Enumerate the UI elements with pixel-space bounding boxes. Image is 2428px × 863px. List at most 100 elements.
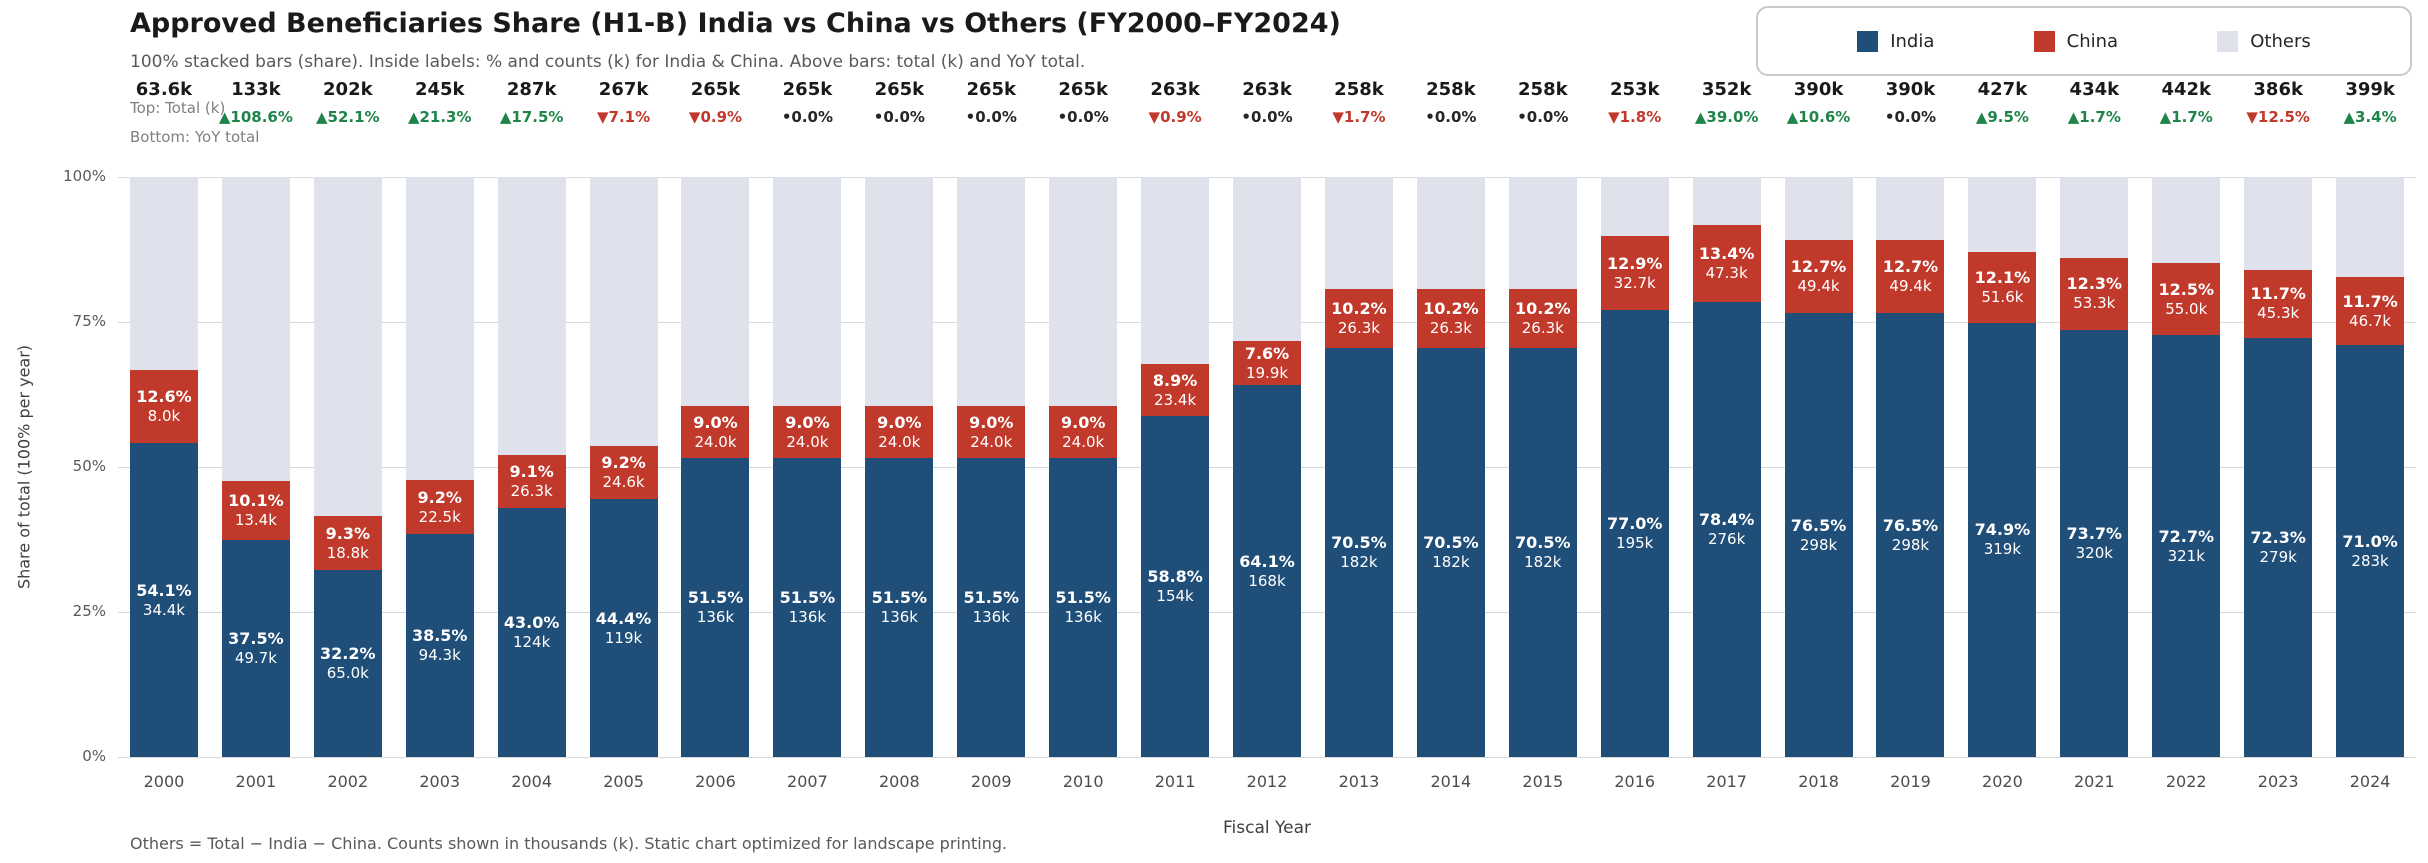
stacked-bar: 7.6% 19.9k 64.1% 168k <box>1233 177 1302 757</box>
india-pct-label: 64.1% <box>1239 551 1295 571</box>
india-segment: 71.0% 283k <box>2336 345 2405 757</box>
china-count-label: 46.7k <box>2349 311 2392 330</box>
x-tick-label: 2014 <box>1430 772 1472 791</box>
others-segment <box>313 177 382 517</box>
india-pct-label: 76.5% <box>1882 515 1939 535</box>
india-pct-label: 51.5% <box>779 588 836 608</box>
others-segment <box>2244 177 2313 270</box>
stacked-bar: 10.2% 26.3k 70.5% 182k <box>1416 177 1485 757</box>
china-pct-label: 12.9% <box>1606 253 1663 273</box>
india-segment: 51.5% 136k <box>957 458 1026 757</box>
total-label: 386k <box>2253 79 2303 100</box>
bar-column-2000: 63.6k 12.6% 8.0k 54.1% 34.4k 2000 <box>118 76 210 791</box>
india-count-label: 49.7k <box>234 648 277 667</box>
stacked-bar: 12.3% 53.3k 73.7% 320k <box>2060 177 2129 757</box>
china-pct-label: 10.2% <box>1515 299 1571 319</box>
china-count-label: 22.5k <box>418 507 461 526</box>
others-segment <box>1876 177 1945 240</box>
chart-subtitle: 100% stacked bars (share). Inside labels… <box>130 52 1086 72</box>
india-count-label: 279k <box>2259 547 2297 566</box>
china-segment: 13.4% 47.3k <box>1692 224 1761 303</box>
china-count-label: 32.7k <box>1613 273 1656 292</box>
india-count-label: 298k <box>1891 535 1930 554</box>
china-count-label: 49.4k <box>1889 276 1932 295</box>
stacked-bar: 13.4% 47.3k 78.4% 276k <box>1692 177 1761 757</box>
china-segment: 8.9% 23.4k <box>1141 364 1210 416</box>
x-tick-label: 2008 <box>878 772 920 791</box>
others-segment <box>1324 177 1393 289</box>
india-pct-label: 72.7% <box>2158 526 2214 546</box>
stacked-bar: 12.1% 51.6k 74.9% 319k <box>1968 177 2037 757</box>
india-count-label: 65.0k <box>326 664 369 683</box>
india-segment: 78.4% 276k <box>1692 302 1761 757</box>
legend-item-india: India <box>1857 30 1935 52</box>
china-count-label: 45.3k <box>2257 304 2300 323</box>
india-pct-label: 74.9% <box>1974 520 2031 540</box>
x-tick-label: 2023 <box>2257 772 2299 791</box>
india-count-label: 182k <box>1432 553 1470 572</box>
others-segment <box>589 177 658 447</box>
yoy-label: ▲21.3% <box>407 107 472 126</box>
china-segment: 9.0% 24.0k <box>865 406 934 459</box>
x-tick-label: 2021 <box>2073 772 2115 791</box>
y-tick-label: 100% <box>63 167 106 185</box>
total-label: 265k <box>690 79 741 100</box>
india-segment: 54.1% 34.4k <box>129 443 198 757</box>
india-pct-label: 37.5% <box>228 628 284 648</box>
x-tick-label: 2012 <box>1246 772 1288 791</box>
india-pct-label: 54.1% <box>136 580 192 600</box>
india-segment: 70.5% 182k <box>1508 348 1577 757</box>
india-segment: 73.7% 320k <box>2060 329 2129 757</box>
bar-column-2020: 427k ▲9.5% 12.1% 51.6k 74.9% 319k 2020 <box>1956 76 2048 791</box>
yoy-label: ▼1.7% <box>1332 107 1386 126</box>
china-count-label: 26.3k <box>1337 319 1380 338</box>
india-pct-label: 58.8% <box>1147 566 1203 586</box>
x-tick-label: 2022 <box>2165 772 2207 791</box>
china-pct-label: 12.1% <box>1974 268 2031 287</box>
others-segment <box>957 177 1026 407</box>
x-tick-label: 2004 <box>511 772 552 791</box>
total-label: 258k <box>1518 79 1568 100</box>
x-tick-label: 2003 <box>419 772 461 791</box>
others-segment <box>2152 177 2221 263</box>
china-count-label: 24.6k <box>602 473 645 492</box>
china-segment: 7.6% 19.9k <box>1233 341 1302 386</box>
china-segment: 9.2% 22.5k <box>405 480 474 534</box>
x-tick-label: 2024 <box>2349 772 2391 791</box>
china-count-label: 18.8k <box>326 543 369 562</box>
india-count-label: 136k <box>972 608 1010 627</box>
india-segment: 44.4% 119k <box>589 499 658 757</box>
yoy-label: •0.0% <box>781 107 834 126</box>
annotation-note-top: Top: Total (k) <box>130 99 226 117</box>
china-pct-label: 9.0% <box>785 412 830 432</box>
india-pct-label: 51.5% <box>1055 588 1111 608</box>
others-segment <box>1600 177 1669 236</box>
others-segment <box>1049 177 1118 407</box>
bar-column-2013: 258k ▼1.7% 10.2% 26.3k 70.5% 182k 2013 <box>1313 76 1405 791</box>
china-pct-label: 9.1% <box>509 461 554 481</box>
stacked-bar: 12.9% 32.7k 77.0% 195k <box>1600 177 1669 757</box>
china-segment: 12.7% 49.4k <box>1784 239 1853 314</box>
china-segment: 9.0% 24.0k <box>773 406 842 459</box>
yoy-label: ▼0.9% <box>688 107 743 126</box>
yoy-label: •0.0% <box>1241 107 1293 126</box>
india-count-label: 154k <box>1156 586 1194 605</box>
legend-label: China <box>2066 30 2119 52</box>
india-count-label: 319k <box>1983 540 2022 559</box>
china-segment: 9.3% 18.8k <box>313 516 382 571</box>
total-label: 63.6k <box>135 79 193 100</box>
china-pct-label: 12.3% <box>2066 274 2123 294</box>
china-pct-label: 11.7% <box>2250 284 2306 304</box>
china-segment: 12.3% 53.3k <box>2060 258 2129 330</box>
stacked-bar: 11.7% 45.3k 72.3% 279k <box>2244 177 2313 757</box>
india-pct-label: 70.5% <box>1515 533 1571 553</box>
yoy-label: ▲9.5% <box>1975 107 2029 126</box>
legend-label: India <box>1890 30 1935 52</box>
bar-column-2001: 133k ▲108.6% 10.1% 13.4k 37.5% 49.7k 2001 <box>210 76 302 791</box>
stacked-bar: 9.2% 22.5k 38.5% 94.3k <box>405 177 474 757</box>
total-label: 253k <box>1609 79 1660 100</box>
total-label: 265k <box>874 79 925 100</box>
china-count-label: 24.0k <box>1062 432 1105 451</box>
china-pct-label: 10.2% <box>1423 299 1479 319</box>
